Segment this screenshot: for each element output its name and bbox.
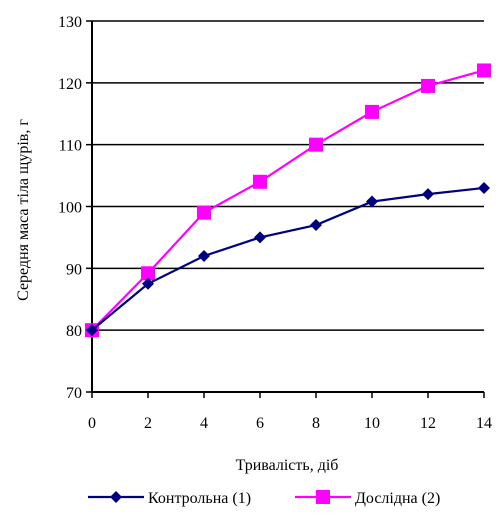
data-point (141, 266, 155, 281)
legend-item-1: Контрольна (1) (88, 490, 251, 507)
gridlines (92, 20, 484, 331)
y-tick-label: 130 (58, 14, 82, 31)
y-tick-labels: 70 80 90 100 110 120 130 (58, 14, 82, 402)
data-point (365, 104, 379, 119)
data-point (421, 78, 435, 93)
y-axis-label: Середня маса тіла щурів, г (15, 119, 32, 301)
legend-marker (110, 491, 122, 503)
x-tick-label: 0 (88, 415, 96, 432)
x-tick-label: 8 (312, 415, 320, 432)
x-tick-label: 14 (476, 415, 492, 432)
legend-item-2: Дослідна (2) (295, 490, 440, 507)
data-point (422, 188, 434, 201)
series-group (85, 63, 491, 338)
y-tick-label: 110 (59, 138, 82, 155)
legend-marker (316, 490, 330, 504)
y-tick-label: 80 (66, 323, 82, 340)
data-point (198, 249, 210, 262)
y-tick-label: 70 (66, 385, 82, 402)
y-tick-label: 90 (66, 261, 82, 278)
series-2 (85, 63, 491, 338)
x-tick-label: 10 (364, 415, 380, 432)
series-2-line (91, 69, 485, 331)
data-point (309, 137, 323, 152)
legend: Контрольна (1) Дослідна (2) (88, 490, 440, 507)
x-axis-label: Тривалість, діб (236, 457, 339, 474)
data-point (366, 195, 378, 208)
data-point (86, 324, 98, 337)
data-point (254, 231, 266, 244)
data-point (310, 219, 322, 232)
y-tick-label: 120 (58, 76, 82, 93)
data-point (477, 63, 491, 78)
y-tick-label: 100 (58, 200, 82, 217)
x-tick-label: 2 (144, 415, 152, 432)
x-tick-label: 12 (420, 415, 436, 432)
series-1-line (91, 186, 485, 332)
data-point (142, 277, 154, 290)
data-point (478, 181, 490, 194)
series-1 (86, 181, 490, 337)
x-tick-label: 4 (200, 415, 208, 432)
data-point (197, 205, 211, 220)
x-tick-labels: 0 2 4 6 8 10 12 14 (88, 415, 492, 432)
legend-label: Контрольна (1) (148, 490, 251, 507)
x-tick-label: 6 (256, 415, 264, 432)
legend-label: Дослідна (2) (355, 490, 440, 507)
data-point (253, 174, 267, 189)
axes (86, 20, 485, 398)
